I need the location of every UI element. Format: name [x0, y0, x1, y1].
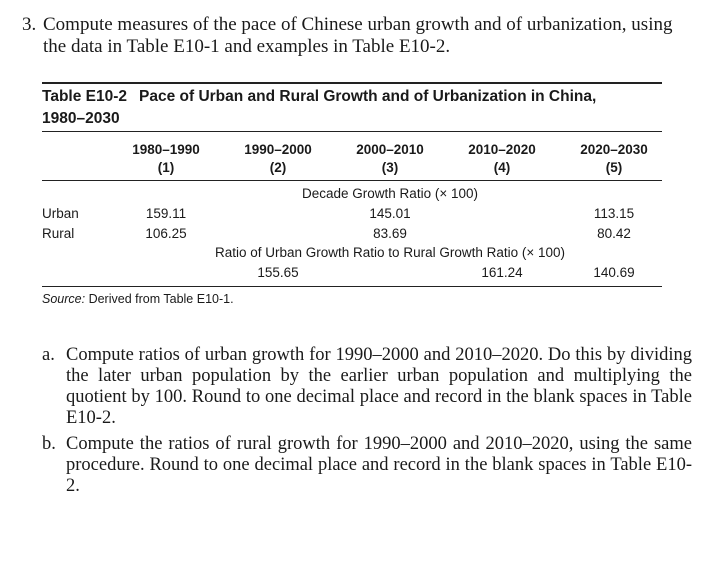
- subquestion-b-letter: b.: [42, 434, 56, 454]
- question-number: 3.: [22, 14, 37, 35]
- table-label: Table E10-2: [42, 88, 128, 105]
- table-title-line2: 1980–2030: [42, 110, 120, 127]
- table-caption-rule: [42, 131, 662, 132]
- urban-value-5: 113.15: [593, 206, 635, 221]
- source-label: Source:: [42, 292, 86, 306]
- urban-value-3: 145.01: [369, 206, 411, 221]
- table-title-line1: Pace of Urban and Rural Growth and of Ur…: [139, 88, 597, 105]
- column-header-5: 2020–2030 (5): [580, 142, 648, 175]
- subquestion-a-letter: a.: [42, 345, 55, 365]
- question-text-line1: Compute measures of the pace of Chinese …: [43, 14, 673, 35]
- ratio-value-4: 161.24: [481, 265, 523, 280]
- table-source: Source: Derived from Table E10-1.: [42, 292, 234, 306]
- section-heading-ratio: Ratio of Urban Growth Ratio to Rural Gro…: [214, 245, 566, 260]
- subquestion-b: b. Compute the ratios of rural growth fo…: [42, 434, 692, 497]
- column-header-2: 1990–2000 (2): [244, 142, 312, 175]
- question-text-line2: the data in Table E10-1 and examples in …: [43, 36, 451, 57]
- column-header-4: 2010–2020 (4): [468, 142, 536, 175]
- header-rule: [42, 180, 662, 181]
- question-3: 3. Compute measures of the pace of Chines…: [22, 14, 682, 58]
- column-header-1: 1980–1990 (1): [132, 142, 200, 175]
- urban-value-1: 159.11: [145, 206, 187, 221]
- row-label-rural: Rural: [42, 226, 75, 241]
- ratio-value-5: 140.69: [593, 265, 635, 280]
- table-caption: Table E10-2 Pace of Urban and Rural Growt…: [42, 86, 596, 130]
- subquestion-a-text: Compute ratios of urban growth for 1990–…: [66, 345, 692, 428]
- table-bottom-rule: [42, 286, 662, 287]
- rural-value-1: 106.25: [145, 226, 187, 241]
- ratio-value-2: 155.65: [257, 265, 299, 280]
- table-top-rule: [42, 82, 662, 84]
- source-text: Derived from Table E10-1.: [88, 292, 234, 306]
- column-header-3: 2000–2010 (3): [356, 142, 424, 175]
- row-label-urban: Urban: [42, 206, 79, 221]
- section-heading-growth-ratio: Decade Growth Ratio (× 100): [302, 186, 478, 201]
- rural-value-3: 83.69: [373, 226, 407, 241]
- rural-value-5: 80.42: [597, 226, 631, 241]
- subquestion-b-text: Compute the ratios of rural growth for 1…: [66, 434, 692, 496]
- subquestion-a: a. Compute ratios of urban growth for 19…: [42, 345, 692, 429]
